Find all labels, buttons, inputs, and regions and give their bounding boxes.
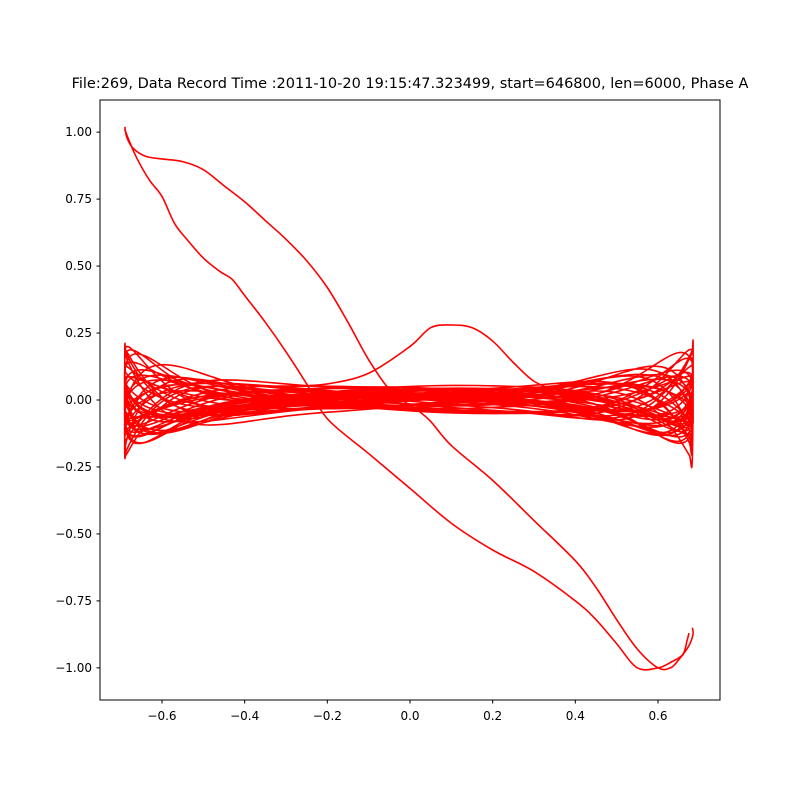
x-axis-ticks: −0.6 −0.4 −0.2 0.0 0.2 0.4 0.6 xyxy=(147,700,668,723)
y-tick-label: −1.00 xyxy=(55,661,92,675)
x-tick-label: −0.6 xyxy=(147,709,176,723)
x-tick-label: 0.0 xyxy=(400,709,419,723)
y-tick-label: 1.00 xyxy=(65,125,92,139)
y-tick-label: −0.75 xyxy=(55,594,92,608)
y-tick-label: 0.75 xyxy=(65,192,92,206)
x-tick-label: −0.4 xyxy=(230,709,259,723)
series-line-1 xyxy=(124,126,694,671)
series-line-2 xyxy=(124,129,690,671)
x-tick-label: 0.2 xyxy=(483,709,502,723)
x-tick-label: 0.4 xyxy=(566,709,585,723)
y-tick-label: −0.25 xyxy=(55,460,92,474)
series-line-3 xyxy=(285,324,597,396)
axes-frame xyxy=(99,99,721,701)
plot-area xyxy=(123,126,694,671)
y-tick-label: 0.50 xyxy=(65,259,92,273)
y-axis-ticks: 1.00 0.75 0.50 0.25 0.00 −0.25 −0.50 −0.75 −1.00 xyxy=(55,125,100,675)
y-tick-label: 0.25 xyxy=(65,326,92,340)
y-tick-label: 0.00 xyxy=(65,393,92,407)
x-tick-label: −0.2 xyxy=(313,709,342,723)
x-tick-label: 0.6 xyxy=(648,709,667,723)
series-band-line xyxy=(123,339,694,469)
chart-title: File:269, Data Record Time :2011-10-20 1… xyxy=(72,76,749,92)
y-tick-label: −0.50 xyxy=(55,527,92,541)
